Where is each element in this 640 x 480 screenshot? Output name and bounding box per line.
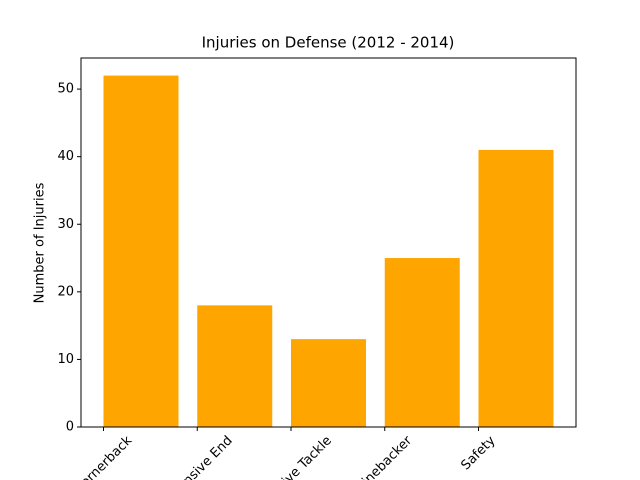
y-tick-label: 30 — [57, 217, 74, 232]
x-tick-label: Defensive End — [159, 433, 236, 480]
bar — [197, 305, 273, 427]
bar — [103, 75, 179, 428]
x-tick-label: Defensive Tackle — [247, 433, 335, 480]
x-tick-label: Linebacker — [354, 433, 415, 480]
y-tick-label: 50 — [57, 82, 74, 97]
y-tick-label: 40 — [57, 149, 74, 164]
bar — [478, 149, 554, 427]
chart-title: Injuries on Defense (2012 - 2014) — [202, 34, 455, 52]
y-tick-label: 10 — [57, 352, 74, 367]
y-tick-label: 0 — [66, 420, 74, 435]
plot-frame — [80, 57, 577, 428]
x-tick-label: Safety — [458, 433, 498, 473]
y-axis-label: Number of Injuries — [33, 182, 48, 303]
y-tick-label: 20 — [57, 284, 74, 299]
x-tick-label: Cornerback — [72, 433, 136, 480]
bar — [291, 339, 366, 427]
bar — [384, 258, 460, 427]
